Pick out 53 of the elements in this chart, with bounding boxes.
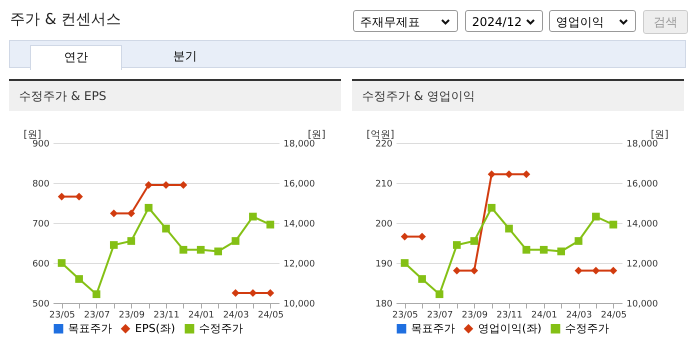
x-tick-label: 23/11 bbox=[154, 310, 180, 320]
y-tick-label: 700 bbox=[32, 220, 50, 230]
y2-axis-title: [원] bbox=[308, 130, 326, 140]
x-tick-label: 24/05 bbox=[258, 310, 284, 320]
text: 주가 & 컨센서스 bbox=[10, 10, 122, 29]
legend-label: 영업이익(좌) bbox=[478, 322, 542, 335]
text: 주재무제표 bbox=[353, 10, 458, 32]
legend-label: 목표주가 bbox=[411, 322, 455, 335]
y2-tick-label: 10,000 bbox=[284, 300, 316, 310]
legend-label: 수정주가 bbox=[199, 322, 243, 335]
x-tick-label: 23/11 bbox=[496, 310, 522, 320]
y-tick-label: 190 bbox=[375, 260, 393, 270]
x-tick-label: 23/09 bbox=[118, 310, 145, 320]
text: 분기 bbox=[172, 48, 198, 65]
y-axis-title: [억원] bbox=[366, 130, 394, 140]
x-tick-label: 23/05 bbox=[49, 310, 76, 320]
x-tick-label: 23/07 bbox=[84, 310, 110, 320]
y-tick-label: 210 bbox=[375, 180, 393, 190]
y2-tick-label: 18,000 bbox=[284, 140, 316, 150]
y2-tick-label: 16,000 bbox=[626, 180, 658, 190]
x-tick-label: 23/07 bbox=[426, 310, 453, 320]
x-tick-label: 23/05 bbox=[392, 310, 418, 320]
chart-title: 수정주가 & 영업이익 bbox=[352, 81, 684, 111]
y-tick-label: 200 bbox=[375, 220, 393, 230]
y2-tick-label: 12,000 bbox=[284, 260, 316, 270]
y-tick-label: 900 bbox=[32, 140, 50, 150]
x-tick-label: 23/09 bbox=[462, 310, 488, 320]
y-tick-label: 500 bbox=[32, 300, 50, 310]
y2-tick-label: 16,000 bbox=[284, 180, 316, 190]
y2-tick-label: 10,000 bbox=[626, 300, 658, 310]
y-tick-label: 600 bbox=[32, 260, 50, 270]
chart-title: 수정주가 & EPS bbox=[9, 81, 341, 111]
y2-axis-title: [원] bbox=[650, 130, 669, 140]
legend-label: 목표주가 bbox=[68, 322, 112, 335]
legend-label: EPS(좌) bbox=[135, 322, 176, 335]
y-tick-label: 800 bbox=[32, 180, 50, 190]
x-tick-label: 24/03 bbox=[566, 310, 592, 320]
x-tick-label: 24/01 bbox=[531, 310, 558, 320]
text: 영업이익 bbox=[549, 10, 636, 32]
x-tick-label: 24/01 bbox=[188, 310, 214, 320]
y2-tick-label: 14,000 bbox=[626, 220, 658, 230]
y-axis-title: [원] bbox=[24, 130, 42, 140]
text: 검색 bbox=[643, 10, 688, 34]
y2-tick-label: 12,000 bbox=[626, 260, 658, 270]
x-tick-label: 24/03 bbox=[223, 310, 250, 320]
legend-label: 수정주가 bbox=[565, 322, 609, 335]
text: 연간 bbox=[30, 45, 122, 70]
y-tick-label: 220 bbox=[375, 140, 393, 150]
y-tick-label: 180 bbox=[375, 300, 393, 310]
x-tick-label: 24/05 bbox=[600, 310, 627, 320]
text: 2024/12 bbox=[465, 10, 543, 32]
y2-tick-label: 14,000 bbox=[284, 220, 316, 230]
y2-tick-label: 18,000 bbox=[626, 140, 658, 150]
